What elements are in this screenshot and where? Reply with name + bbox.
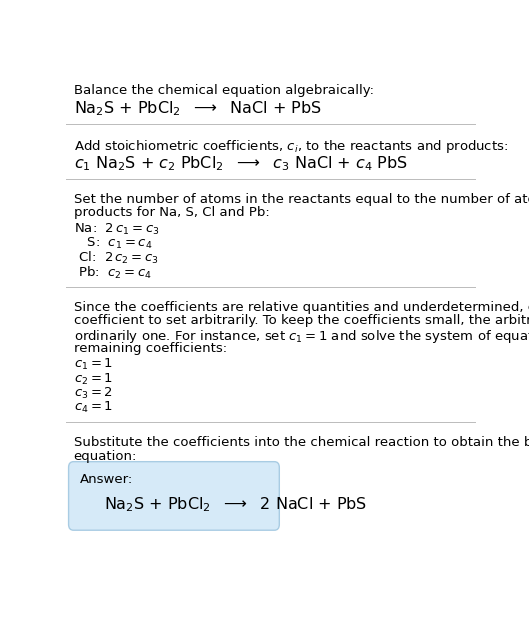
- Text: ordinarily one. For instance, set $c_1 = 1$ and solve the system of equations fo: ordinarily one. For instance, set $c_1 =…: [74, 328, 529, 345]
- Text: S:  $c_1 = c_4$: S: $c_1 = c_4$: [74, 236, 152, 251]
- Text: Na$_2$S + PbCl$_2$  $\longrightarrow$  NaCl + PbS: Na$_2$S + PbCl$_2$ $\longrightarrow$ NaC…: [74, 100, 322, 119]
- Text: Na$_2$S + PbCl$_2$  $\longrightarrow$  2 NaCl + PbS: Na$_2$S + PbCl$_2$ $\longrightarrow$ 2 N…: [104, 495, 368, 514]
- FancyBboxPatch shape: [69, 461, 279, 530]
- Text: Substitute the coefficients into the chemical reaction to obtain the balanced: Substitute the coefficients into the che…: [74, 436, 529, 449]
- Text: $c_2 = 1$: $c_2 = 1$: [74, 371, 113, 386]
- Text: equation:: equation:: [74, 450, 137, 463]
- Text: Set the number of atoms in the reactants equal to the number of atoms in the: Set the number of atoms in the reactants…: [74, 192, 529, 206]
- Text: products for Na, S, Cl and Pb:: products for Na, S, Cl and Pb:: [74, 206, 269, 219]
- Text: Pb:  $c_2 = c_4$: Pb: $c_2 = c_4$: [74, 265, 151, 281]
- Text: Since the coefficients are relative quantities and underdetermined, choose a: Since the coefficients are relative quan…: [74, 300, 529, 314]
- Text: Cl:  $2\,c_2 = c_3$: Cl: $2\,c_2 = c_3$: [74, 250, 158, 266]
- Text: remaining coefficients:: remaining coefficients:: [74, 342, 226, 355]
- Text: $c_1 = 1$: $c_1 = 1$: [74, 357, 113, 372]
- Text: Answer:: Answer:: [80, 473, 133, 487]
- Text: Na:  $2\,c_1 = c_3$: Na: $2\,c_1 = c_3$: [74, 221, 159, 236]
- Text: $c_3 = 2$: $c_3 = 2$: [74, 386, 113, 401]
- Text: Balance the chemical equation algebraically:: Balance the chemical equation algebraica…: [74, 84, 373, 97]
- Text: coefficient to set arbitrarily. To keep the coefficients small, the arbitrary va: coefficient to set arbitrarily. To keep …: [74, 314, 529, 327]
- Text: $c_1$ Na$_2$S + $c_2$ PbCl$_2$  $\longrightarrow$  $c_3$ NaCl + $c_4$ PbS: $c_1$ Na$_2$S + $c_2$ PbCl$_2$ $\longrig…: [74, 154, 407, 172]
- Text: Add stoichiometric coefficients, $c_i$, to the reactants and products:: Add stoichiometric coefficients, $c_i$, …: [74, 138, 508, 155]
- Text: $c_4 = 1$: $c_4 = 1$: [74, 400, 113, 416]
